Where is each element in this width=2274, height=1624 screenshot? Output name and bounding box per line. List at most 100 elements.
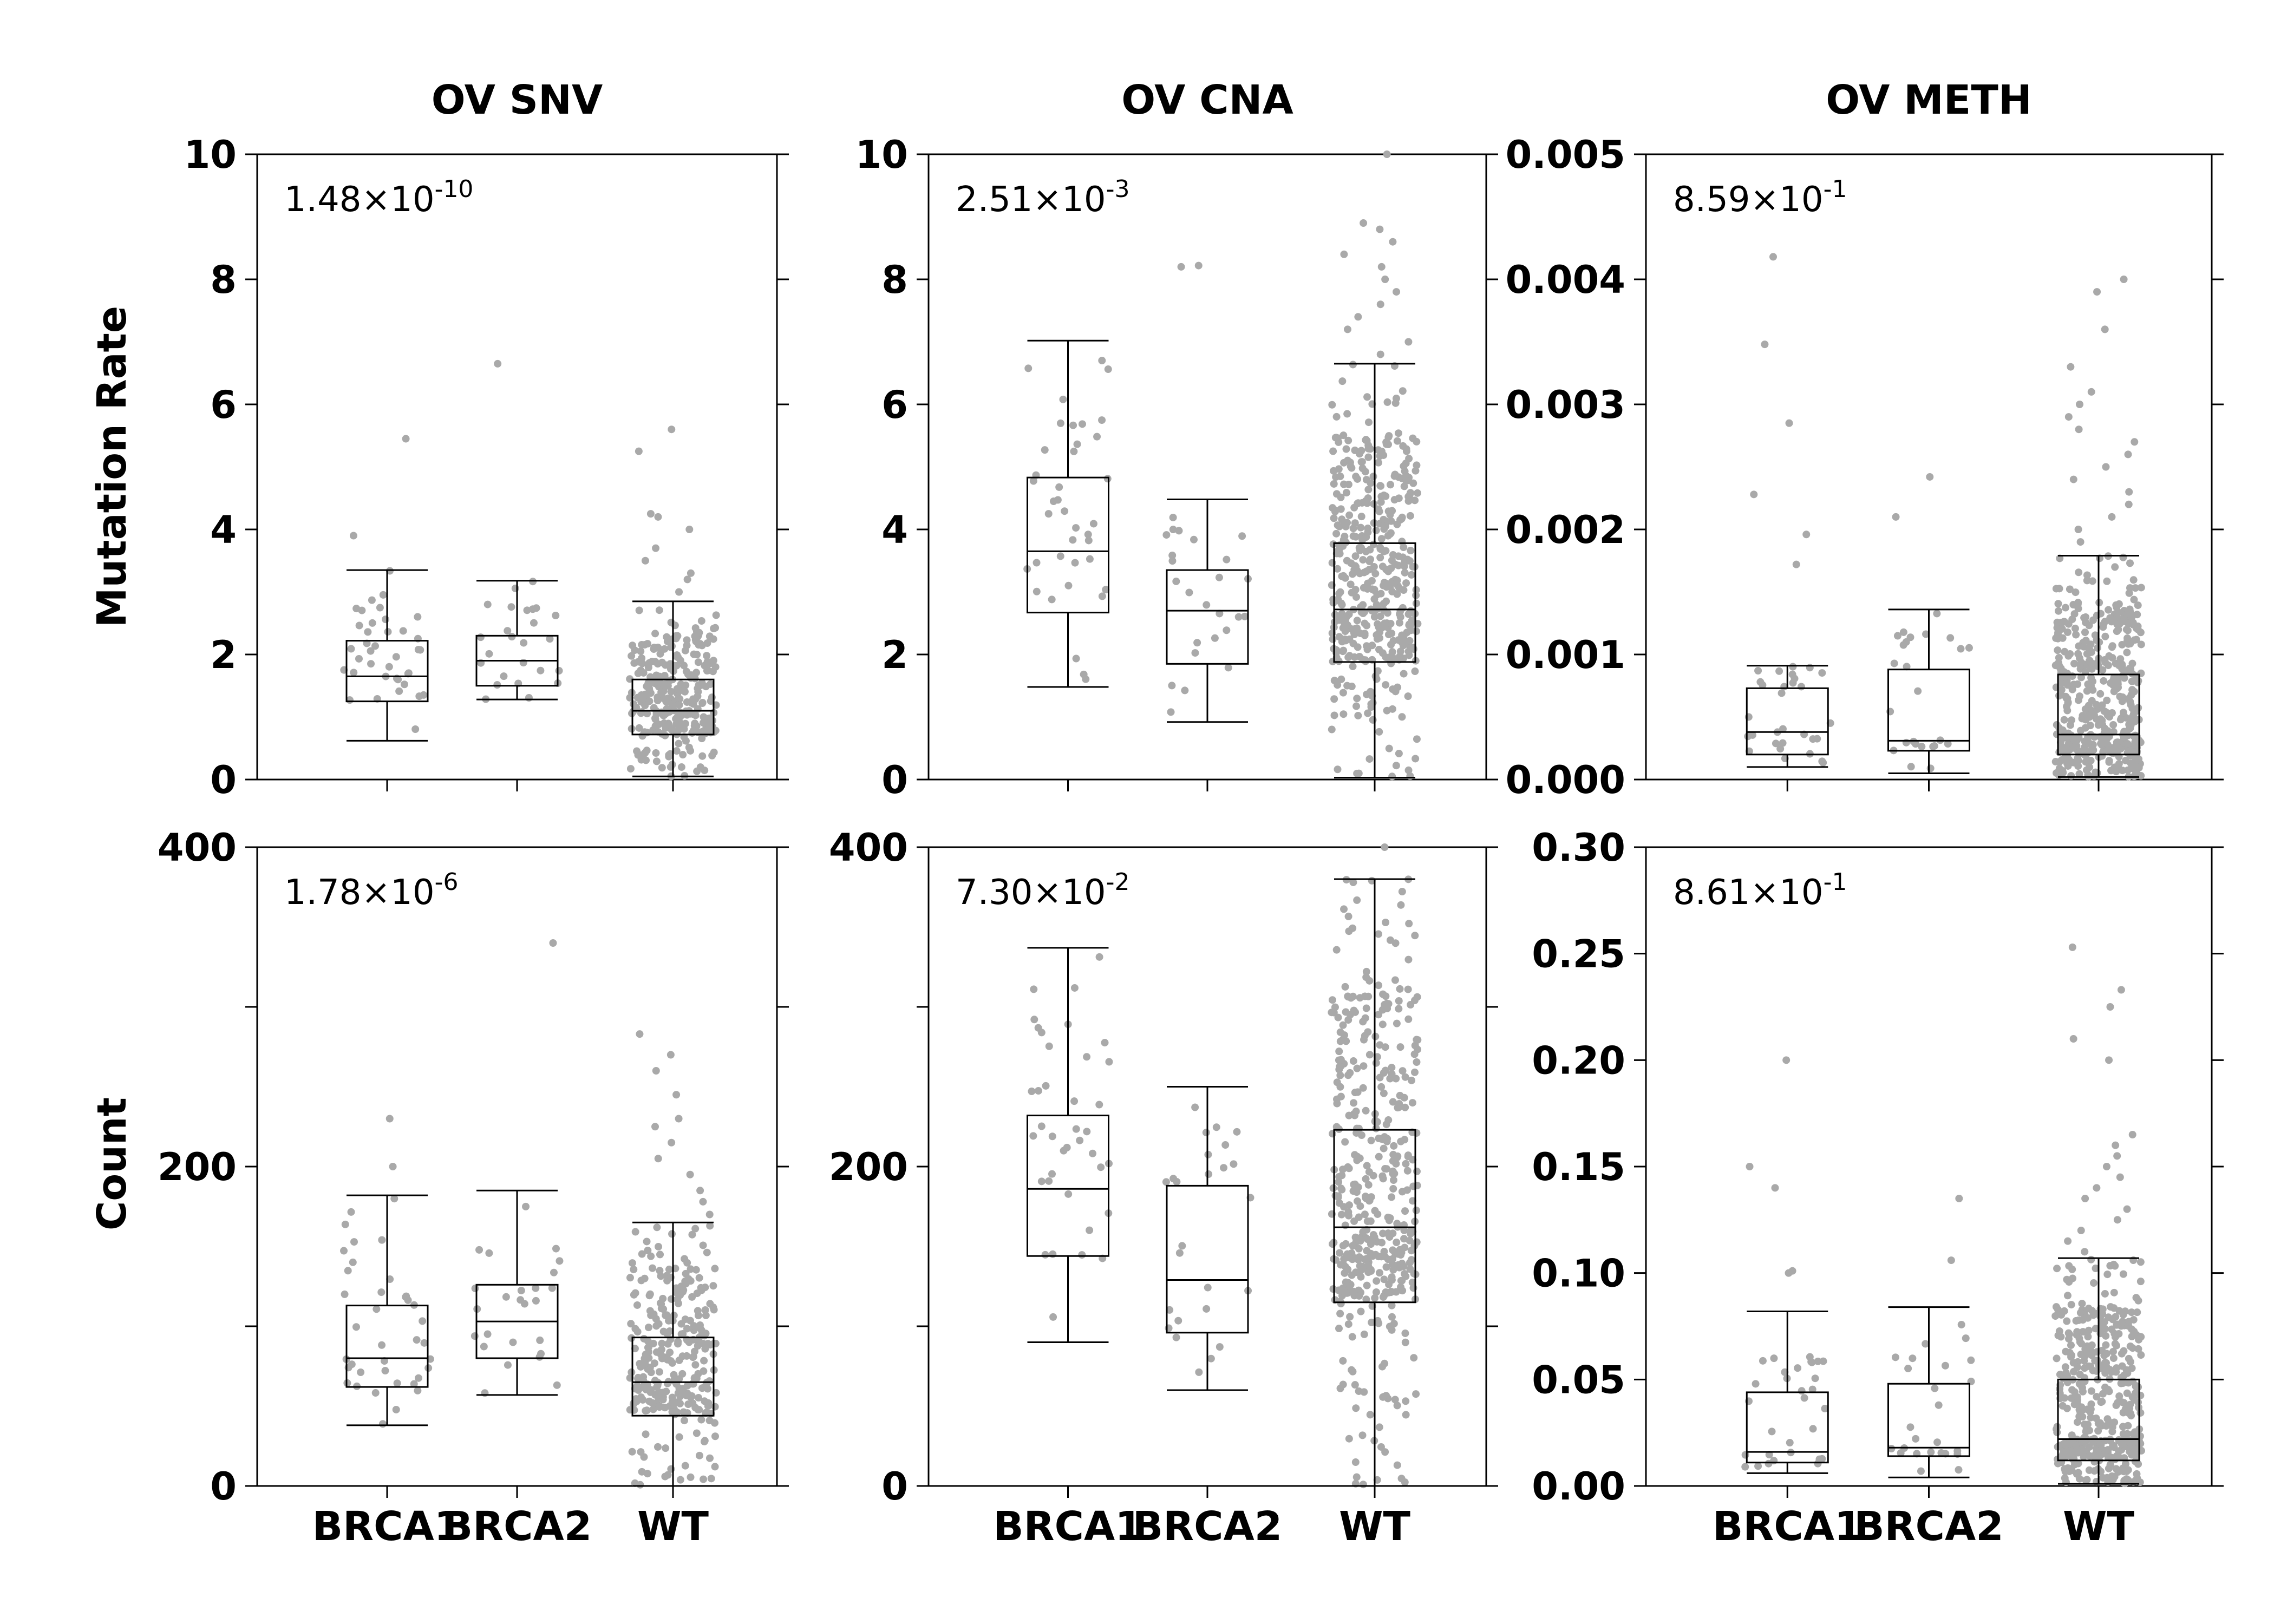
data-point: [682, 737, 690, 745]
data-point: [1404, 497, 1413, 505]
data-point: [381, 1357, 389, 1365]
data-point: [642, 1430, 650, 1438]
data-point: [1371, 569, 1380, 578]
box-iqr: [345, 1305, 429, 1388]
data-point: [1341, 983, 1349, 991]
data-point: [553, 1381, 561, 1389]
data-point: [2064, 757, 2072, 765]
data-point: [1400, 1235, 1408, 1243]
y-tick-label: 0.15: [1532, 1145, 1625, 1189]
data-point: [1363, 1247, 1371, 1255]
data-point: [2079, 1413, 2087, 1421]
data-point: [2087, 1255, 2095, 1263]
data-point: [1362, 973, 1370, 981]
data-point: [502, 1293, 510, 1301]
data-point: [1376, 553, 1384, 561]
data-point: [1175, 527, 1183, 535]
data-point: [1382, 492, 1390, 500]
data-point: [368, 596, 376, 604]
data-point: [2060, 618, 2068, 626]
data-point: [1167, 708, 1175, 716]
data-point: [1332, 946, 1341, 954]
data-point: [471, 1285, 479, 1293]
data-point: [1382, 522, 1390, 531]
data-point: [663, 637, 671, 645]
outlier-point: [1381, 843, 1389, 851]
data-point: [685, 1338, 693, 1346]
outlier-point: [349, 532, 357, 540]
data-point: [1346, 1011, 1354, 1019]
data-point: [1390, 496, 1399, 504]
outlier-point: [2125, 488, 2133, 496]
data-point: [1393, 1461, 1401, 1469]
data-point: [710, 748, 718, 756]
data-point: [2081, 1345, 2089, 1353]
data-point: [1086, 555, 1094, 563]
data-point: [1354, 1088, 1362, 1096]
data-point: [1389, 1170, 1397, 1178]
data-point: [1406, 772, 1414, 780]
data-point: [1395, 749, 1403, 757]
data-point: [1918, 743, 1926, 751]
data-point: [2120, 1371, 2128, 1379]
data-point: [1344, 1320, 1352, 1328]
data-point: [704, 719, 712, 728]
data-point: [1362, 567, 1370, 575]
data-point: [1385, 1231, 1393, 1239]
data-point: [2090, 1279, 2098, 1287]
outlier-point: [1376, 350, 1384, 358]
data-point: [1064, 1190, 1073, 1198]
data-point: [1352, 702, 1361, 710]
data-point: [1364, 525, 1372, 533]
data-point: [1362, 497, 1370, 505]
data-point: [1098, 592, 1106, 600]
data-point: [2087, 640, 2095, 649]
data-point: [1383, 398, 1391, 406]
data-point: [2119, 1311, 2127, 1319]
data-point: [2095, 1452, 2103, 1460]
outlier-point: [2101, 325, 2109, 333]
data-point: [1174, 1317, 1182, 1325]
data-point: [504, 627, 512, 635]
data-point: [1203, 601, 1211, 609]
data-point: [1413, 489, 1421, 497]
y-tick-label: 0.25: [1532, 932, 1625, 977]
data-point: [1388, 1070, 1396, 1078]
data-point: [1359, 556, 1367, 564]
data-point: [1389, 1098, 1397, 1106]
data-point: [667, 687, 675, 696]
data-point: [1411, 932, 1419, 940]
data-point: [2093, 700, 2101, 709]
data-point: [712, 611, 720, 619]
outlier-point: [2068, 943, 2076, 951]
data-point: [1355, 1213, 1363, 1221]
data-point: [633, 1301, 641, 1309]
data-point: [508, 633, 516, 641]
data-point: [1401, 568, 1409, 577]
data-point: [1386, 1322, 1394, 1331]
data-point: [1356, 1262, 1364, 1270]
outlier-point: [2117, 986, 2125, 994]
data-point: [2113, 744, 2121, 752]
data-point: [1922, 1340, 1930, 1348]
outlier-point: [2076, 401, 2084, 408]
data-point: [2059, 726, 2067, 734]
box-iqr: [631, 678, 715, 736]
data-point: [1355, 1245, 1363, 1253]
data-point: [2083, 1405, 2092, 1413]
data-point: [1190, 535, 1198, 543]
data-point: [395, 687, 403, 695]
data-point: [694, 658, 702, 666]
outlier-point: [2093, 288, 2101, 296]
row-label-mutation-rate: Mutation Rate: [89, 306, 135, 627]
data-point: [1413, 1167, 1421, 1175]
data-point: [1377, 1083, 1386, 1091]
data-point: [683, 636, 691, 644]
data-point: [2125, 1379, 2133, 1387]
data-point: [1410, 1354, 1418, 1362]
data-point: [1360, 1330, 1368, 1338]
data-point: [2112, 1368, 2120, 1376]
data-point: [1348, 1333, 1356, 1341]
data-point: [1191, 1103, 1199, 1111]
data-point: [1400, 562, 1408, 571]
